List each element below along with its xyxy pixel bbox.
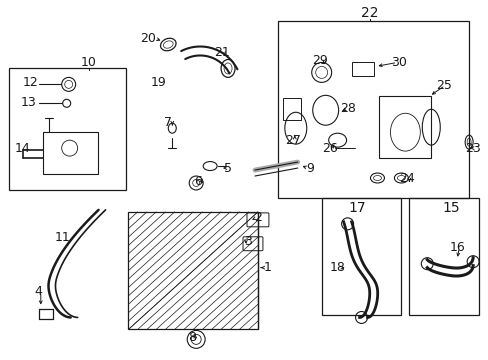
Bar xyxy=(321,198,401,315)
Bar xyxy=(9,68,126,190)
Bar xyxy=(128,212,258,329)
Text: 21: 21 xyxy=(214,46,229,59)
Text: 11: 11 xyxy=(55,231,70,244)
Text: 5: 5 xyxy=(224,162,232,175)
Text: 2: 2 xyxy=(253,211,262,224)
Text: 27: 27 xyxy=(285,134,300,147)
Text: 17: 17 xyxy=(348,201,366,215)
Text: 26: 26 xyxy=(321,141,337,155)
Text: 10: 10 xyxy=(81,56,96,69)
Text: 3: 3 xyxy=(244,235,251,248)
Text: 19: 19 xyxy=(150,76,166,89)
Text: 28: 28 xyxy=(339,102,355,115)
Text: 13: 13 xyxy=(21,96,37,109)
Text: 4: 4 xyxy=(35,285,42,298)
Text: 25: 25 xyxy=(435,79,451,92)
Text: 9: 9 xyxy=(305,162,313,175)
Text: 8: 8 xyxy=(188,331,196,344)
Text: 7: 7 xyxy=(164,116,172,129)
Bar xyxy=(408,198,478,315)
Text: 1: 1 xyxy=(264,261,271,274)
Text: 16: 16 xyxy=(448,241,464,254)
Text: 24: 24 xyxy=(399,171,414,185)
Text: 23: 23 xyxy=(464,141,480,155)
Bar xyxy=(42,132,98,174)
Text: 12: 12 xyxy=(23,76,39,89)
Bar xyxy=(351,62,373,76)
Bar xyxy=(282,98,300,120)
Text: 20: 20 xyxy=(140,32,156,45)
Text: 30: 30 xyxy=(391,56,407,69)
Text: 18: 18 xyxy=(329,261,345,274)
Bar xyxy=(379,96,430,158)
Bar xyxy=(277,21,468,198)
Text: 15: 15 xyxy=(442,201,459,215)
Text: 29: 29 xyxy=(311,54,327,67)
Text: 22: 22 xyxy=(360,6,378,20)
Text: 6: 6 xyxy=(194,175,202,189)
Text: 14: 14 xyxy=(15,141,31,155)
